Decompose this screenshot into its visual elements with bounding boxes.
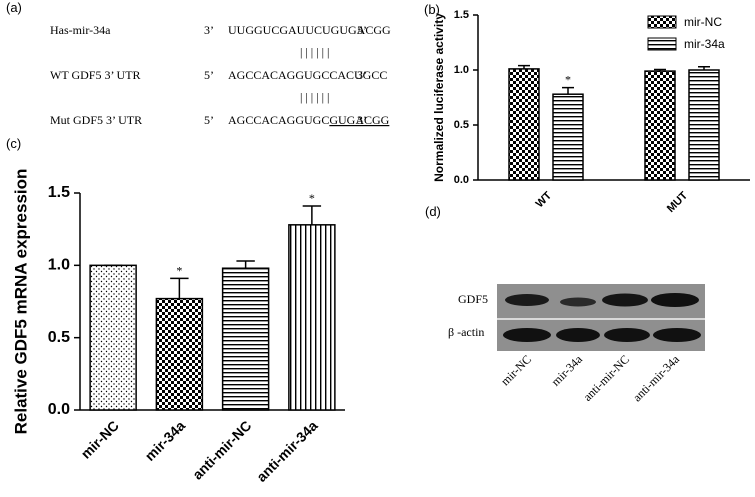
- bar: [89, 264, 137, 411]
- bar: [644, 70, 676, 181]
- sequence-underlined: GUGACGG: [329, 113, 389, 127]
- legend-swatch: [647, 15, 677, 29]
- sequence-end: 3’: [357, 68, 367, 82]
- sequence: AGCCACAGGUGCCACUGCC: [228, 68, 387, 82]
- error-bar: [170, 277, 189, 299]
- pairing: ||||||: [300, 90, 332, 104]
- sequence-end: 3’: [357, 113, 367, 127]
- x-tick-label: MUT: [665, 189, 691, 215]
- error-bar: [518, 64, 530, 69]
- y-tick-label: 0.0: [454, 174, 469, 186]
- y-tick-label: 0.0: [48, 401, 70, 418]
- annotation: *: [565, 73, 571, 87]
- error-bar: [654, 68, 666, 72]
- sequence-end: 3’: [204, 23, 214, 37]
- x-tick-label: mir-34a: [142, 417, 189, 464]
- x-tick-label: anti-mir-34a: [253, 417, 321, 485]
- annotation: *: [176, 263, 182, 277]
- legend-label: mir-34a: [684, 37, 725, 51]
- y-tick-label: 1.0: [48, 257, 70, 274]
- bar: [288, 224, 336, 411]
- y-axis-label: Normalized luciferase activity: [432, 13, 446, 182]
- pairing: ||||||: [300, 45, 332, 59]
- legend-swatch: [647, 37, 677, 51]
- bar: [221, 267, 270, 411]
- blot-lane-label: mir-NC: [498, 352, 534, 388]
- error-bar: [236, 260, 255, 269]
- error-bar: [698, 65, 710, 70]
- sequence: UUGGUCGAUUCUGUGACGG: [228, 23, 391, 37]
- panel-label: (d): [425, 204, 441, 219]
- sequence: AGCCACAGGUGCGUGACGG: [228, 113, 390, 127]
- x-tick-label: WT: [534, 189, 555, 210]
- error-bar: [562, 86, 574, 95]
- blot-row-label: GDF5: [458, 292, 488, 306]
- blot-lane-label: mir-34a: [548, 352, 585, 389]
- sequence-end: 5’: [357, 23, 367, 37]
- panel-label: (a): [6, 0, 22, 15]
- y-tick-label: 1.5: [454, 9, 469, 21]
- bar: [508, 68, 540, 181]
- sequence-name: Mut GDF5 3’ UTR: [50, 113, 142, 127]
- y-tick-label: 0.5: [454, 119, 469, 131]
- x-tick-label: anti-mir-NC: [189, 417, 254, 482]
- blot-row-label: β -actin: [448, 325, 484, 339]
- sequence-part: AGCCACAGGUGCCACUGCC: [228, 68, 387, 82]
- bar: [155, 297, 204, 411]
- sequence-part: AGCCACAGGUGC: [228, 113, 329, 127]
- y-tick-label: 1.0: [454, 64, 469, 76]
- x-tick-label: mir-NC: [78, 417, 122, 461]
- sequence-name: Has-mir-34a: [50, 23, 111, 37]
- y-tick-label: 1.5: [48, 184, 70, 201]
- blot-lane-label: anti-mir-34a: [630, 352, 683, 405]
- sequence-end: 5’: [204, 68, 214, 82]
- sequence-part: UUGGUCGAUUCUGUGACGG: [228, 23, 391, 37]
- sequence-name: WT GDF5 3’ UTR: [50, 68, 141, 82]
- y-axis-label: Relative GDF5 mRNA expression: [11, 169, 30, 435]
- bar: [552, 93, 584, 181]
- bar: [688, 69, 720, 181]
- panel-label: (b): [424, 2, 440, 17]
- blot-lane-label: anti-mir-NC: [580, 352, 632, 404]
- legend-label: mir-NC: [684, 15, 722, 29]
- panel-label: (c): [6, 136, 21, 151]
- blot-image: [497, 284, 705, 351]
- annotation: *: [309, 191, 315, 205]
- y-tick-label: 0.5: [48, 329, 70, 346]
- error-bar: [302, 205, 322, 225]
- sequence-end: 5’: [204, 113, 214, 127]
